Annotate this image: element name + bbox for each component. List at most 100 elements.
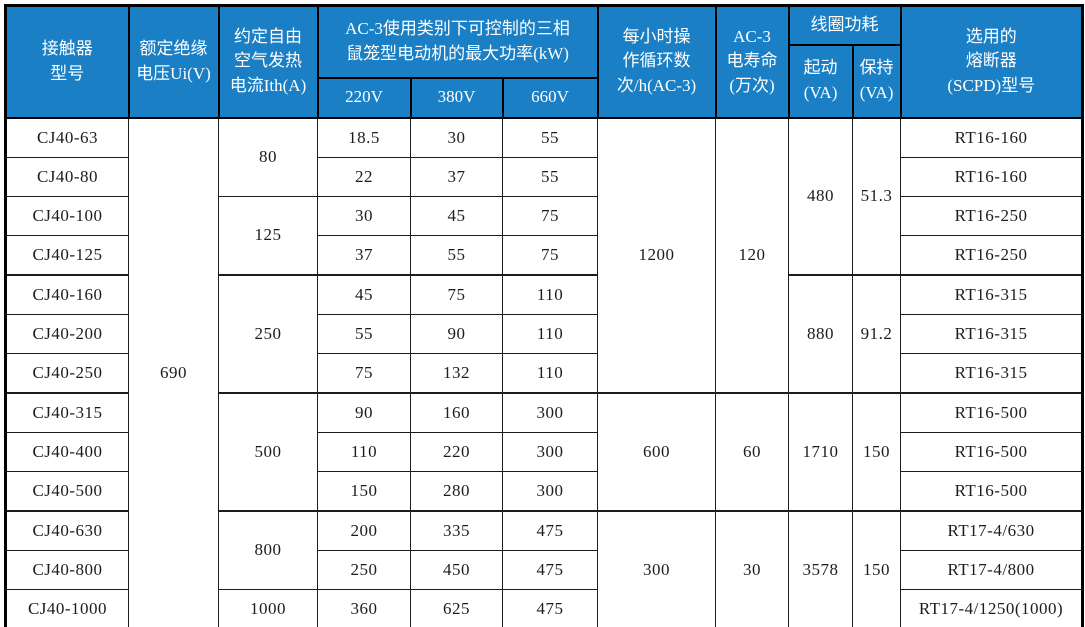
table-cell: 360 [317, 588, 411, 627]
table-cell: 51.3 [852, 117, 902, 275]
table-cell: 60 [715, 391, 790, 511]
table-cell: 75 [317, 352, 411, 393]
table-cell: 55 [501, 117, 599, 158]
table-cell: 600 [597, 391, 717, 511]
table-cell: RT16-500 [900, 431, 1084, 472]
header-fuse: 选用的 熔断器 (SCPD)型号 [899, 4, 1084, 119]
header-220v: 220V [316, 76, 412, 119]
table-cell: 300 [501, 391, 599, 433]
table-cell: CJ40-400 [5, 431, 129, 472]
table-cell: 22 [317, 156, 411, 197]
table-cell: RT16-160 [900, 156, 1084, 197]
table-cell: 30 [410, 117, 503, 158]
table-body: CJ40-63 690 80 18.5 30 55 1200 120 480 51.3 RT16-1… [5, 117, 1084, 627]
table-cell: 90 [317, 391, 411, 433]
table-cell: 30 [715, 509, 790, 627]
table-cell: RT17-4/630 [900, 509, 1084, 551]
table-cell: CJ40-630 [5, 509, 129, 551]
table-cell: CJ40-315 [5, 391, 129, 433]
table-cell: 160 [410, 391, 503, 433]
table-cell: 1000 [218, 588, 318, 627]
contactor-spec-table: 接触器 型号 额定绝缘 电压Ui(V) 约定自由 空气发热 电流Ith(A) A… [4, 4, 1085, 627]
table-cell: 150 [852, 509, 902, 627]
table-cell: 480 [788, 117, 854, 275]
table-cell: 110 [501, 352, 599, 393]
table-cell: 3578 [788, 509, 854, 627]
table-cell: 200 [317, 509, 411, 551]
table-cell: 18.5 [317, 117, 411, 158]
table-cell: 250 [218, 273, 318, 393]
table-cell: 75 [501, 195, 599, 236]
table-cell: 475 [501, 509, 599, 551]
table-row: CJ40-315 500 90 160 300 600 60 1710 150 RT16-500 [5, 391, 1084, 511]
table-row: CJ40-63 690 80 18.5 30 55 1200 120 480 51.3 RT16-1… [5, 117, 1084, 627]
table-cell: CJ40-63 [5, 117, 129, 158]
table-header: 接触器 型号 额定绝缘 电压Ui(V) 约定自由 空气发热 电流Ith(A) A… [4, 4, 1084, 119]
table-cell: RT17-4/800 [900, 549, 1084, 590]
table-cell: 1710 [788, 391, 854, 511]
table-row: CJ40-500 150 280 300 RT16-500 [5, 470, 1084, 511]
table-cell: RT16-250 [900, 195, 1084, 236]
table-cell: 110 [317, 431, 411, 472]
table-cell: 55 [501, 156, 599, 197]
table-row: CJ40-80 22 37 55 RT16-160 [5, 156, 1084, 197]
table-cell: 75 [501, 234, 599, 275]
table-cell: 625 [410, 588, 503, 627]
header-coil-start: 起动 (VA) [787, 43, 854, 119]
table-cell: CJ40-200 [5, 313, 129, 354]
table-cell: CJ40-80 [5, 156, 129, 197]
table-cell: 110 [501, 273, 599, 315]
table-cell: 45 [317, 273, 411, 315]
table-cell: 75 [410, 273, 503, 315]
table-row: CJ40-1000 1000 360 625 475 RT17-4/1250(1000) [5, 588, 1084, 627]
table-cell: 30 [317, 195, 411, 236]
table-cell: CJ40-1000 [5, 588, 129, 627]
table-cell: RT16-315 [900, 313, 1084, 354]
table-cell: 300 [597, 509, 717, 627]
table-cell: 250 [317, 549, 411, 590]
table-cell: 55 [410, 234, 503, 275]
table-row: CJ40-125 37 55 75 RT16-250 [5, 234, 1084, 275]
table-cell: 690 [128, 117, 219, 627]
header-380v: 380V [409, 76, 504, 119]
table-cell: 220 [410, 431, 503, 472]
table-cell: 450 [410, 549, 503, 590]
header-model: 接触器 型号 [4, 4, 130, 119]
table-cell: 80 [218, 117, 318, 197]
header-660v: 660V [501, 76, 599, 119]
table-cell: 150 [852, 391, 902, 511]
table-cell: 91.2 [852, 273, 902, 393]
table-cell: 37 [317, 234, 411, 275]
header-coil-hold: 保持 (VA) [851, 43, 902, 119]
table-cell: 90 [410, 313, 503, 354]
table-cell: 37 [410, 156, 503, 197]
table-cell: 150 [317, 470, 411, 511]
header-ac3-max-power: AC-3使用类别下可控制的三相 鼠笼型电动机的最大功率(kW) [316, 4, 599, 79]
table-cell: 280 [410, 470, 503, 511]
table-cell: CJ40-500 [5, 470, 129, 511]
table-cell: 45 [410, 195, 503, 236]
table-cell: RT16-315 [900, 273, 1084, 315]
table-cell: 300 [501, 470, 599, 511]
table-cell: 132 [410, 352, 503, 393]
table-cell: RT17-4/1250(1000) [900, 588, 1084, 627]
table-cell: 475 [501, 588, 599, 627]
table-cell: RT16-500 [900, 391, 1084, 433]
table-cell: 120 [715, 117, 790, 393]
header-rated-insulation-voltage: 额定绝缘 电压Ui(V) [127, 4, 220, 119]
header-coil-power: 线圈功耗 [787, 4, 902, 46]
table-cell: RT16-500 [900, 470, 1084, 511]
table-cell: RT16-315 [900, 352, 1084, 393]
table-row: CJ40-200 55 90 110 RT16-315 [5, 313, 1084, 354]
table-cell: 300 [501, 431, 599, 472]
table-cell: 880 [788, 273, 854, 393]
table-row: CJ40-100 125 30 45 75 RT16-250 [5, 195, 1084, 275]
table-cell: RT16-250 [900, 234, 1084, 275]
table-cell: RT16-160 [900, 117, 1084, 158]
table-cell: 335 [410, 509, 503, 551]
table-row: CJ40-630 800 200 335 475 300 30 3578 150 RT17-4/6… [5, 509, 1084, 627]
header-ac3-electrical-life: AC-3 电寿命 (万次) [714, 4, 790, 119]
table-row: CJ40-250 75 132 110 RT16-315 [5, 352, 1084, 393]
table-cell: 55 [317, 313, 411, 354]
